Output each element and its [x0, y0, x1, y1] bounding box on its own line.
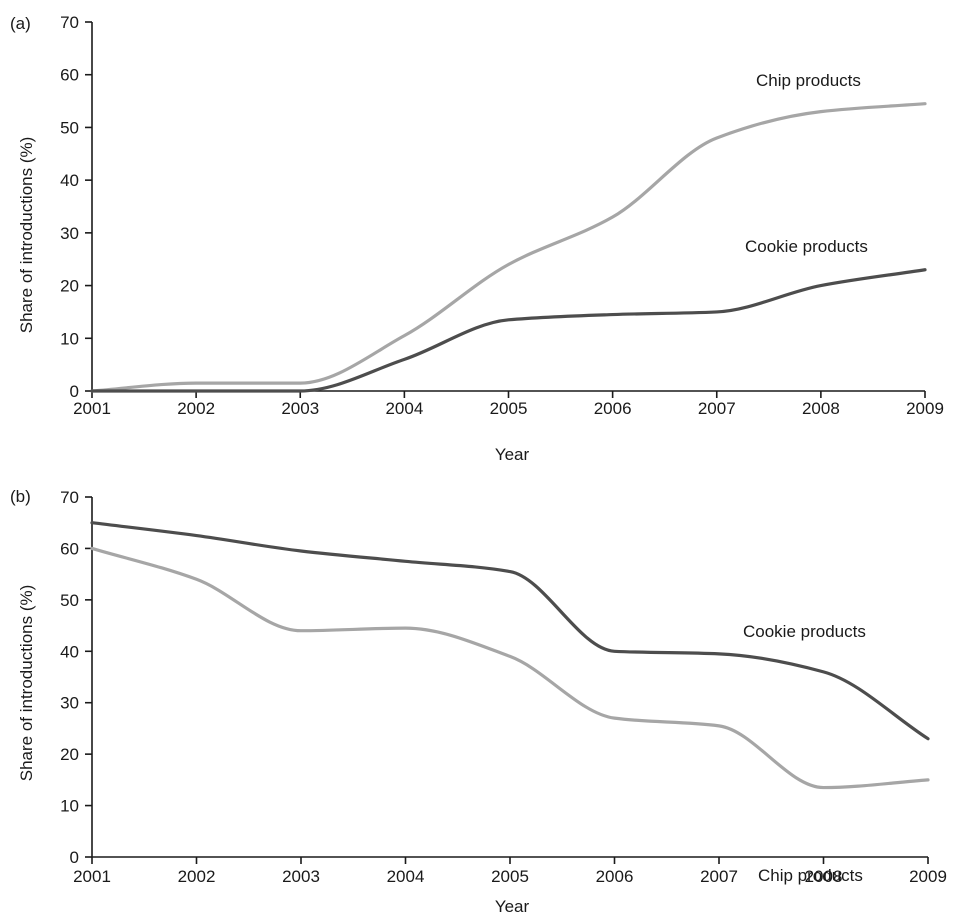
panel-b-x-tick-label: 2008	[805, 867, 843, 886]
panel-b-x-tick-label: 2005	[491, 867, 529, 886]
panel-b-y-tick-label: 20	[60, 745, 79, 764]
panel-a-y-axis-title: Share of introductions (%)	[17, 137, 36, 334]
panel-b-cookie-products-label: Cookie products	[743, 622, 866, 641]
panel-a-x-tick-label: 2004	[385, 399, 423, 418]
panel-a-y-tick-label: 20	[60, 277, 79, 296]
panel-b-lines	[90, 521, 930, 790]
panel-b-y-tick-label: 40	[60, 642, 79, 661]
panel-a-label: (a)	[10, 14, 31, 33]
panel-a-x-tick-label: 2003	[281, 399, 319, 418]
panel-a-y-tick-label: 70	[60, 13, 79, 32]
panel-b-x-axis-title: Year	[495, 897, 530, 916]
panel-b-y-axis-title: Share of introductions (%)	[17, 585, 36, 782]
panel-b-y-tick-label: 30	[60, 694, 79, 713]
panel-b-x-tick-label: 2004	[387, 867, 425, 886]
panel-b-chip-products-label: Chip products	[758, 866, 863, 885]
panel-a-y-tick-label: 50	[60, 118, 79, 137]
panel-a-chip-products-line	[90, 102, 927, 393]
panel-b-y-tick-label: 10	[60, 797, 79, 816]
panel-b-x-tick-label: 2001	[73, 867, 111, 886]
panel-b-chip-products-line	[90, 546, 930, 790]
panel-a-x-tick-label: 2005	[490, 399, 528, 418]
panel-b-y-tick-label: 50	[60, 591, 79, 610]
panel-a-x-axis-title: Year	[495, 445, 530, 464]
panel-a-axes: 0 10 20 30 40 50 60 70 2001 2002 2003 2004 2005 2006 2…	[60, 13, 944, 418]
panel-a-y-tick-label: 60	[60, 66, 79, 85]
panel-a-x-tick-label: 2006	[594, 399, 632, 418]
panel-a-y-tick-label: 30	[60, 224, 79, 243]
panel-b-x-tick-label: 2002	[178, 867, 216, 886]
panel-b-x-tick-label: 2006	[596, 867, 634, 886]
panel-b-x-tick-label: 2003	[282, 867, 320, 886]
panel-b-cookie-products-line	[90, 521, 930, 741]
panel-a-x-tick-label: 2009	[906, 399, 944, 418]
panel-b-label: (b)	[10, 487, 31, 506]
panel-a-x-tick-label: 2002	[177, 399, 215, 418]
panel-b-axes: 0 10 20 30 40 50 60 70 2001 2002 2003 2004 2005 2006 2…	[60, 488, 947, 886]
panel-a-y-tick-label: 10	[60, 329, 79, 348]
panel-a-x-tick-label: 2007	[698, 399, 736, 418]
panel-a-lines	[90, 102, 927, 393]
panel-b-y-tick-label: 70	[60, 488, 79, 507]
panel-b-y-tick-label: 60	[60, 539, 79, 558]
panel-b-chart: (b) Share of introductions (%) Year 0 10 2…	[10, 487, 947, 916]
panel-b-x-tick-label: 2009	[909, 867, 947, 886]
panel-b-x-tick-label: 2007	[700, 867, 738, 886]
panel-a-chart: (a) Share of introductions (%) Year 0 10 2…	[10, 13, 944, 464]
panel-b-y-tick-label: 0	[70, 848, 79, 867]
panel-a-chip-products-label: Chip products	[756, 71, 861, 90]
panel-a-x-tick-label: 2001	[73, 399, 111, 418]
panel-a-cookie-products-label: Cookie products	[745, 237, 868, 256]
panel-a-y-tick-label: 40	[60, 171, 79, 190]
panel-a-x-tick-label: 2008	[802, 399, 840, 418]
panel-a-cookie-products-line	[90, 268, 927, 393]
panel-a-y-tick-label: 0	[70, 382, 79, 401]
